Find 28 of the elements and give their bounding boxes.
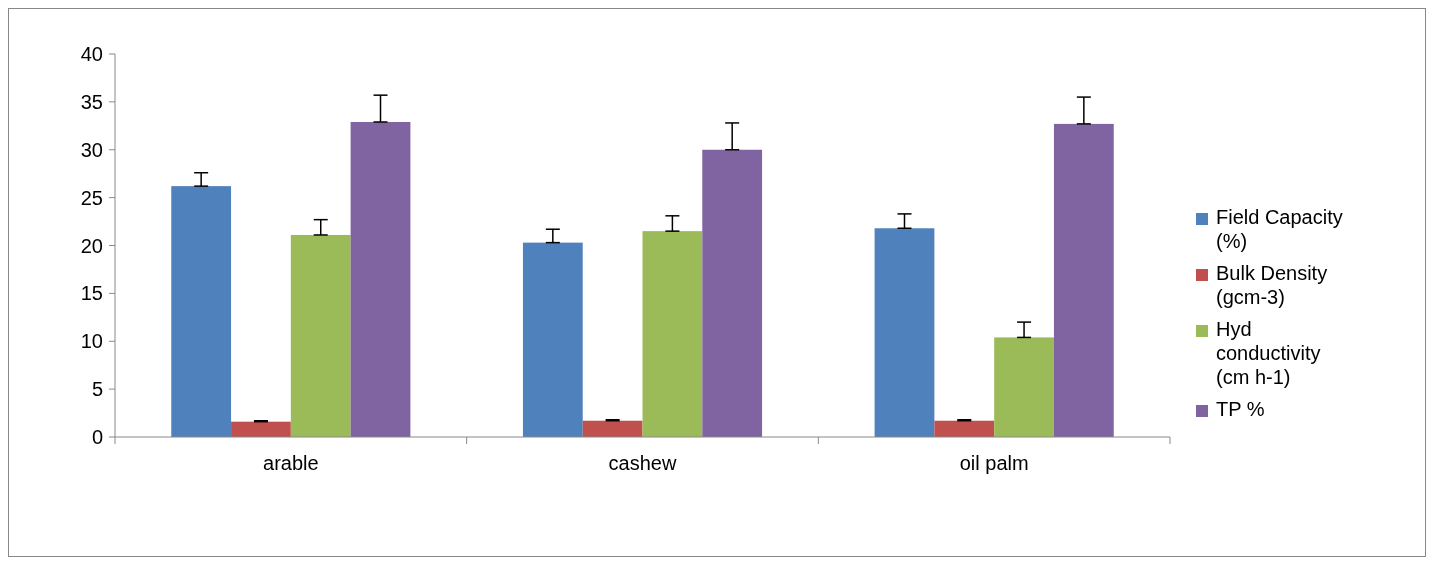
legend-label: Hyd conductivity (cm h-1) [1216,318,1321,388]
y-tick-label: 5 [91,378,103,401]
legend-label: TP % [1216,398,1265,420]
bar [171,186,232,437]
y-tick-label: 10 [80,330,103,353]
bar [994,337,1054,437]
bar [290,234,351,437]
y-tick-label: 25 [80,186,103,209]
bar [1053,123,1114,437]
y-tick-label: 15 [80,282,103,305]
bar [874,228,935,437]
y-tick-label: 35 [80,90,103,113]
bar [582,420,643,437]
x-tick-label: arable [263,452,319,474]
bar [350,121,411,437]
bar [934,420,995,437]
bar [642,231,703,437]
bar [522,242,583,437]
legend-label: Field Capacity (%) [1216,206,1343,252]
y-tick-label: 0 [91,426,103,448]
y-tick-label: 30 [80,138,103,161]
y-tick-label: 40 [80,43,103,65]
y-tick-label: 20 [80,234,103,257]
x-tick-label: oil palm [959,452,1029,474]
legend-label: Bulk Density (gcm-3) [1216,262,1328,308]
bar [231,421,291,437]
x-tick-label: cashew [608,452,677,474]
bar [702,149,763,437]
